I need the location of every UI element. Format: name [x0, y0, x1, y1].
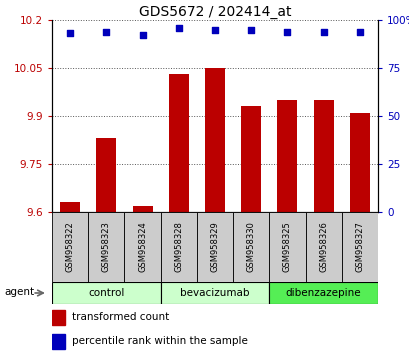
Bar — [169, 74, 188, 212]
Bar — [269, 212, 305, 282]
Text: GSM958326: GSM958326 — [318, 222, 327, 273]
Point — [175, 25, 182, 30]
Text: control: control — [88, 288, 124, 298]
Text: GSM958329: GSM958329 — [210, 222, 219, 272]
Bar — [96, 138, 116, 212]
Bar — [160, 282, 269, 304]
Bar — [160, 212, 196, 282]
Bar — [277, 100, 297, 212]
Point — [283, 29, 290, 34]
Bar — [124, 212, 160, 282]
Bar — [341, 212, 377, 282]
Text: bevacizumab: bevacizumab — [180, 288, 249, 298]
Text: GSM958327: GSM958327 — [355, 222, 364, 273]
Bar — [313, 100, 333, 212]
Bar — [196, 212, 233, 282]
Bar — [240, 107, 261, 212]
Point — [211, 27, 218, 33]
Text: dibenzazepine: dibenzazepine — [285, 288, 361, 298]
Bar — [305, 212, 341, 282]
Bar — [52, 212, 88, 282]
Bar — [52, 282, 160, 304]
Point — [67, 30, 73, 36]
Bar — [60, 202, 80, 212]
Title: GDS5672 / 202414_at: GDS5672 / 202414_at — [138, 5, 290, 19]
Bar — [88, 212, 124, 282]
Text: transformed count: transformed count — [72, 313, 169, 322]
Bar — [204, 68, 225, 212]
Point — [356, 29, 362, 34]
Point — [247, 27, 254, 33]
Bar — [233, 212, 269, 282]
Point — [103, 29, 109, 34]
Bar — [132, 206, 152, 212]
Text: percentile rank within the sample: percentile rank within the sample — [72, 337, 247, 347]
Bar — [349, 113, 369, 212]
Bar — [52, 310, 65, 325]
Text: GSM958323: GSM958323 — [101, 222, 110, 273]
Bar — [269, 282, 377, 304]
Point — [139, 33, 146, 38]
Text: GSM958330: GSM958330 — [246, 222, 255, 273]
Text: GSM958324: GSM958324 — [138, 222, 147, 272]
Text: agent: agent — [4, 287, 34, 297]
Bar — [52, 334, 65, 349]
Text: GSM958328: GSM958328 — [174, 222, 183, 273]
Text: GSM958325: GSM958325 — [282, 222, 291, 272]
Text: GSM958322: GSM958322 — [65, 222, 74, 272]
Point — [319, 29, 326, 34]
